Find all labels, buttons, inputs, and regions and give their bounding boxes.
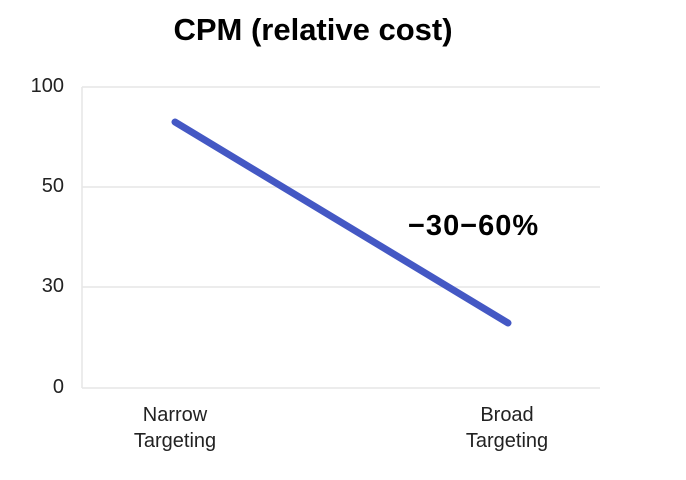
chart-title: CPM (relative cost) [173, 12, 453, 47]
y-tick-0: 0 [52, 376, 64, 398]
y-tick-50: 50 [41, 175, 64, 197]
cpm-series-line [171, 118, 512, 327]
x-label-broad-line1: Broad [480, 404, 534, 426]
x-label-narrow-line2: Targeting [133, 430, 217, 452]
x-label-narrow-line1: Narrow [142, 404, 208, 426]
x-label-broad: Broad Targeting [427, 402, 587, 454]
gridlines [81, 86, 600, 389]
y-tick-100: 100 [30, 75, 64, 97]
reduction-annotation: −30−60% [408, 210, 540, 242]
x-label-narrow: Narrow Targeting [95, 402, 255, 454]
x-label-broad-line2: Targeting [465, 430, 549, 452]
y-tick-30: 30 [41, 275, 64, 297]
